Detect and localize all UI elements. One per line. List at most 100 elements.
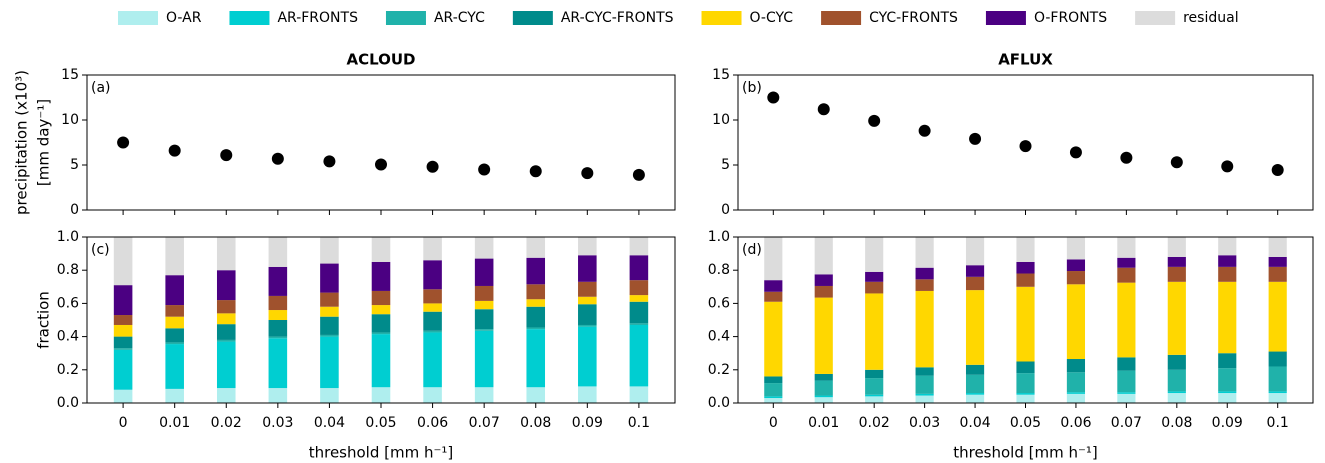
bar-segment	[216, 341, 236, 389]
plot-frame	[737, 74, 1314, 211]
bar-segment	[423, 330, 442, 333]
bar-segment	[268, 266, 288, 296]
bar-segment	[165, 237, 184, 276]
bar-segment	[1016, 273, 1035, 287]
legend-swatch	[985, 11, 1026, 25]
bar-segment	[1218, 237, 1237, 256]
bar-segment	[1167, 281, 1186, 355]
bar-segment	[764, 237, 783, 281]
bar-segment	[1268, 237, 1287, 257]
x-tick-label: 0	[119, 415, 128, 431]
legend-label: residual	[1183, 10, 1238, 26]
x-tick-label: 0.1	[628, 415, 650, 431]
bar-segment	[474, 300, 494, 310]
plot-frame	[86, 74, 676, 211]
legend-swatch	[1135, 11, 1176, 25]
bar-segment	[965, 394, 985, 403]
data-point	[168, 144, 181, 157]
x-tick-label: 0.05	[365, 415, 396, 431]
bar-segment	[474, 329, 494, 331]
bar-segment	[1167, 393, 1186, 403]
data-point	[868, 114, 881, 127]
data-point	[1120, 151, 1133, 164]
bar-segment	[1066, 392, 1086, 394]
bar-segment	[865, 378, 884, 395]
bar-segment	[915, 237, 934, 268]
bar-segment	[1268, 393, 1287, 403]
bar-segment	[423, 260, 442, 290]
data-point	[375, 158, 387, 171]
bar-segment	[113, 336, 133, 349]
y-tick-label: 0.6	[708, 295, 730, 311]
bar-segment	[865, 237, 884, 272]
bar-segment	[814, 274, 833, 286]
plot-frame	[86, 236, 676, 404]
bar-segment	[423, 387, 442, 403]
bar-segment	[371, 305, 391, 315]
legend-label: CYC-FRONTS	[869, 10, 958, 26]
x-tick-label: 0.06	[417, 415, 448, 431]
bar-segment	[1066, 284, 1086, 360]
data-point	[323, 155, 336, 168]
bar-segment	[1066, 359, 1086, 373]
bar-segment	[965, 237, 985, 266]
bar-segment	[915, 267, 934, 280]
bar-segment	[764, 383, 783, 397]
bar-segment	[915, 375, 934, 394]
bar-segment	[113, 389, 133, 403]
bar-segment	[1066, 271, 1086, 285]
bar-segment	[216, 313, 236, 325]
x-axis-label: threshold [mm h⁻¹]	[309, 444, 454, 462]
bar-segment	[216, 237, 236, 271]
bar-segment	[865, 396, 884, 403]
bar-segment	[578, 324, 597, 327]
data-point	[117, 136, 130, 149]
bar-segment	[578, 304, 597, 325]
legend-swatch	[821, 11, 862, 25]
bar-segment	[1066, 259, 1086, 272]
bar-segment	[216, 324, 236, 340]
bar-segment	[371, 237, 391, 262]
data-point	[271, 152, 284, 165]
bar-segment	[1218, 353, 1237, 369]
y-tick-label: 0.2	[57, 362, 79, 378]
bar-segment	[814, 395, 833, 398]
x-axis-label: threshold [mm h⁻¹]	[953, 444, 1098, 462]
x-tick-label: 0.1	[1267, 415, 1289, 431]
bar-segment	[764, 398, 783, 403]
bar-segment	[113, 237, 133, 286]
bar-segment	[814, 285, 833, 298]
x-tick-label: 0.06	[1060, 415, 1091, 431]
bar-segment	[1268, 391, 1287, 394]
bar-segment	[1167, 354, 1186, 370]
bar-segment	[474, 237, 494, 259]
bar-segment	[1268, 281, 1287, 352]
legend-label: AR-FRONTS	[277, 10, 358, 26]
bar-segment	[371, 387, 391, 403]
bar-segment	[1268, 366, 1287, 392]
bar-segment	[629, 323, 649, 325]
x-tick-label: 0	[769, 415, 778, 431]
data-point	[1170, 156, 1183, 169]
y-tick-label: 15	[61, 67, 79, 83]
y-tick-label: 0.4	[708, 329, 730, 345]
bar-segment	[320, 263, 339, 293]
bar-segment	[216, 388, 236, 403]
bar-segment	[1016, 394, 1035, 403]
panel-label: (c)	[91, 242, 110, 258]
panel-label: (a)	[91, 80, 111, 96]
bar-segment	[474, 330, 494, 388]
y-tick-label: 0.0	[57, 395, 79, 411]
bar-segment	[320, 336, 339, 389]
bar-segment	[165, 342, 184, 345]
bar-segment	[629, 237, 649, 256]
bar-segment	[1167, 369, 1186, 392]
panel-label: (d)	[742, 242, 762, 258]
y-tick-label: 5	[70, 157, 79, 173]
bar-segment	[371, 290, 391, 306]
bar-segment	[165, 388, 184, 403]
bar-segment	[423, 303, 442, 312]
bar-segment	[113, 285, 133, 316]
bar-segment	[526, 299, 546, 307]
